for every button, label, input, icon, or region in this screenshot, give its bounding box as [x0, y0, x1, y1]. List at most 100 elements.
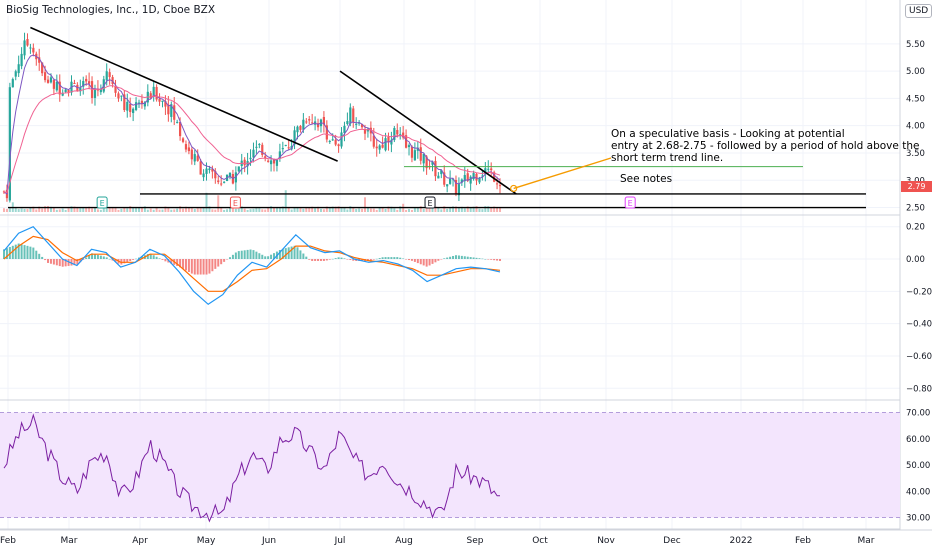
- volume-bar: [393, 208, 396, 212]
- macd-histogram-bar: [29, 246, 32, 260]
- price-tick-label: 4.50: [906, 94, 925, 104]
- volume-bar: [422, 209, 425, 212]
- idea-note-line-3: short term trend line.: [611, 152, 724, 164]
- candle-body: [41, 62, 44, 74]
- time-tick-label: Dec: [663, 536, 680, 546]
- volume-bar: [79, 208, 82, 212]
- candle-body: [352, 108, 355, 123]
- volume-bar: [47, 206, 50, 212]
- macd-histogram-bar: [223, 259, 226, 262]
- macd-histogram-bar: [123, 259, 126, 264]
- volume-bar: [76, 207, 79, 212]
- volume-bar: [49, 206, 52, 212]
- volume-bar: [176, 208, 179, 212]
- volume-bar: [296, 207, 299, 212]
- volume-bar: [452, 206, 455, 212]
- event-marker-box: [96, 196, 108, 209]
- macd-histogram-bar: [446, 257, 449, 260]
- volume-bar: [317, 206, 320, 212]
- candle-body: [73, 82, 76, 84]
- macd-histogram-bar: [93, 254, 96, 260]
- candle-body: [134, 102, 138, 110]
- candle-body: [275, 159, 279, 166]
- macd-histogram-bar: [463, 256, 466, 260]
- volume-bar: [457, 207, 460, 212]
- see-notes-label: See notes: [620, 173, 673, 185]
- price-tick-label: 3.50: [906, 149, 925, 159]
- macd-histogram-bar: [102, 256, 105, 260]
- volume-bar: [129, 206, 132, 212]
- macd-histogram-bar: [443, 258, 446, 260]
- candle-body: [296, 126, 299, 133]
- macd-histogram-bar: [466, 256, 469, 260]
- macd-histogram-bar: [231, 254, 234, 260]
- volume-bar: [70, 206, 73, 212]
- candle-body: [305, 121, 308, 123]
- macd-histogram-bar: [205, 259, 208, 275]
- macd-histogram-bar: [299, 250, 302, 260]
- macd-histogram-bar: [349, 259, 352, 260]
- volume-bar: [328, 207, 331, 212]
- macd-histogram-bar: [158, 258, 161, 260]
- macd-tick-label: −0.20: [906, 287, 932, 297]
- volume-bar: [413, 207, 416, 212]
- volume-bar: [481, 209, 484, 212]
- event-marker-box: [229, 196, 241, 209]
- volume-bar: [173, 209, 176, 212]
- candle-body: [375, 146, 378, 149]
- macd-histogram-bar: [469, 257, 472, 260]
- volume-bar: [499, 207, 501, 212]
- volume-bar: [120, 208, 123, 212]
- event-marker-box: [624, 196, 636, 209]
- volume-bar: [199, 208, 202, 212]
- candle-body: [129, 103, 132, 113]
- candle-body: [410, 146, 414, 158]
- volume-bar: [67, 208, 70, 212]
- macd-histogram-bar: [437, 259, 440, 261]
- volume-bar: [190, 208, 193, 212]
- macd-histogram-bar: [196, 259, 199, 275]
- candle-body: [378, 145, 381, 150]
- macd-histogram-bar: [449, 256, 452, 260]
- macd-histogram-bar: [381, 257, 384, 260]
- last-price-badge: 2.79: [901, 181, 932, 192]
- volume-bar: [340, 208, 343, 212]
- macd-histogram-bar: [393, 257, 396, 260]
- currency-button[interactable]: USD: [905, 4, 932, 18]
- candle-body: [261, 144, 264, 155]
- volume-bar: [237, 208, 240, 212]
- volume-bar: [193, 209, 196, 212]
- volume-bar: [182, 208, 185, 212]
- macd-histogram-bar: [20, 244, 23, 260]
- volume-bar: [355, 209, 358, 212]
- volume-bar: [308, 207, 311, 212]
- volume-bar: [387, 206, 390, 212]
- candle-body: [49, 77, 53, 83]
- volume-bar: [405, 209, 408, 212]
- candle-body: [228, 172, 232, 178]
- macd-histogram-bar: [14, 244, 17, 260]
- volume-bar: [64, 209, 67, 212]
- candle-body: [287, 147, 290, 149]
- candle-body: [316, 123, 320, 128]
- macd-histogram-bar: [261, 254, 264, 260]
- volume-bar: [273, 207, 276, 212]
- volume-bar: [228, 207, 231, 212]
- volume-bar: [205, 192, 208, 212]
- candle-body: [404, 135, 408, 148]
- candle-body: [114, 86, 117, 93]
- candle-body: [149, 93, 152, 99]
- volume-bar: [161, 209, 164, 212]
- rsi-tick-label: 70.00: [906, 409, 930, 419]
- macd-histogram-bar: [41, 256, 44, 260]
- ma-fast-line: [3, 54, 501, 195]
- candle-body: [431, 161, 434, 165]
- candle-body: [196, 155, 199, 161]
- volume-bar: [349, 206, 352, 212]
- candle-body: [446, 184, 449, 187]
- macd-histogram-bar: [454, 255, 457, 260]
- candle-body: [190, 149, 193, 160]
- macd-histogram-bar: [361, 259, 364, 261]
